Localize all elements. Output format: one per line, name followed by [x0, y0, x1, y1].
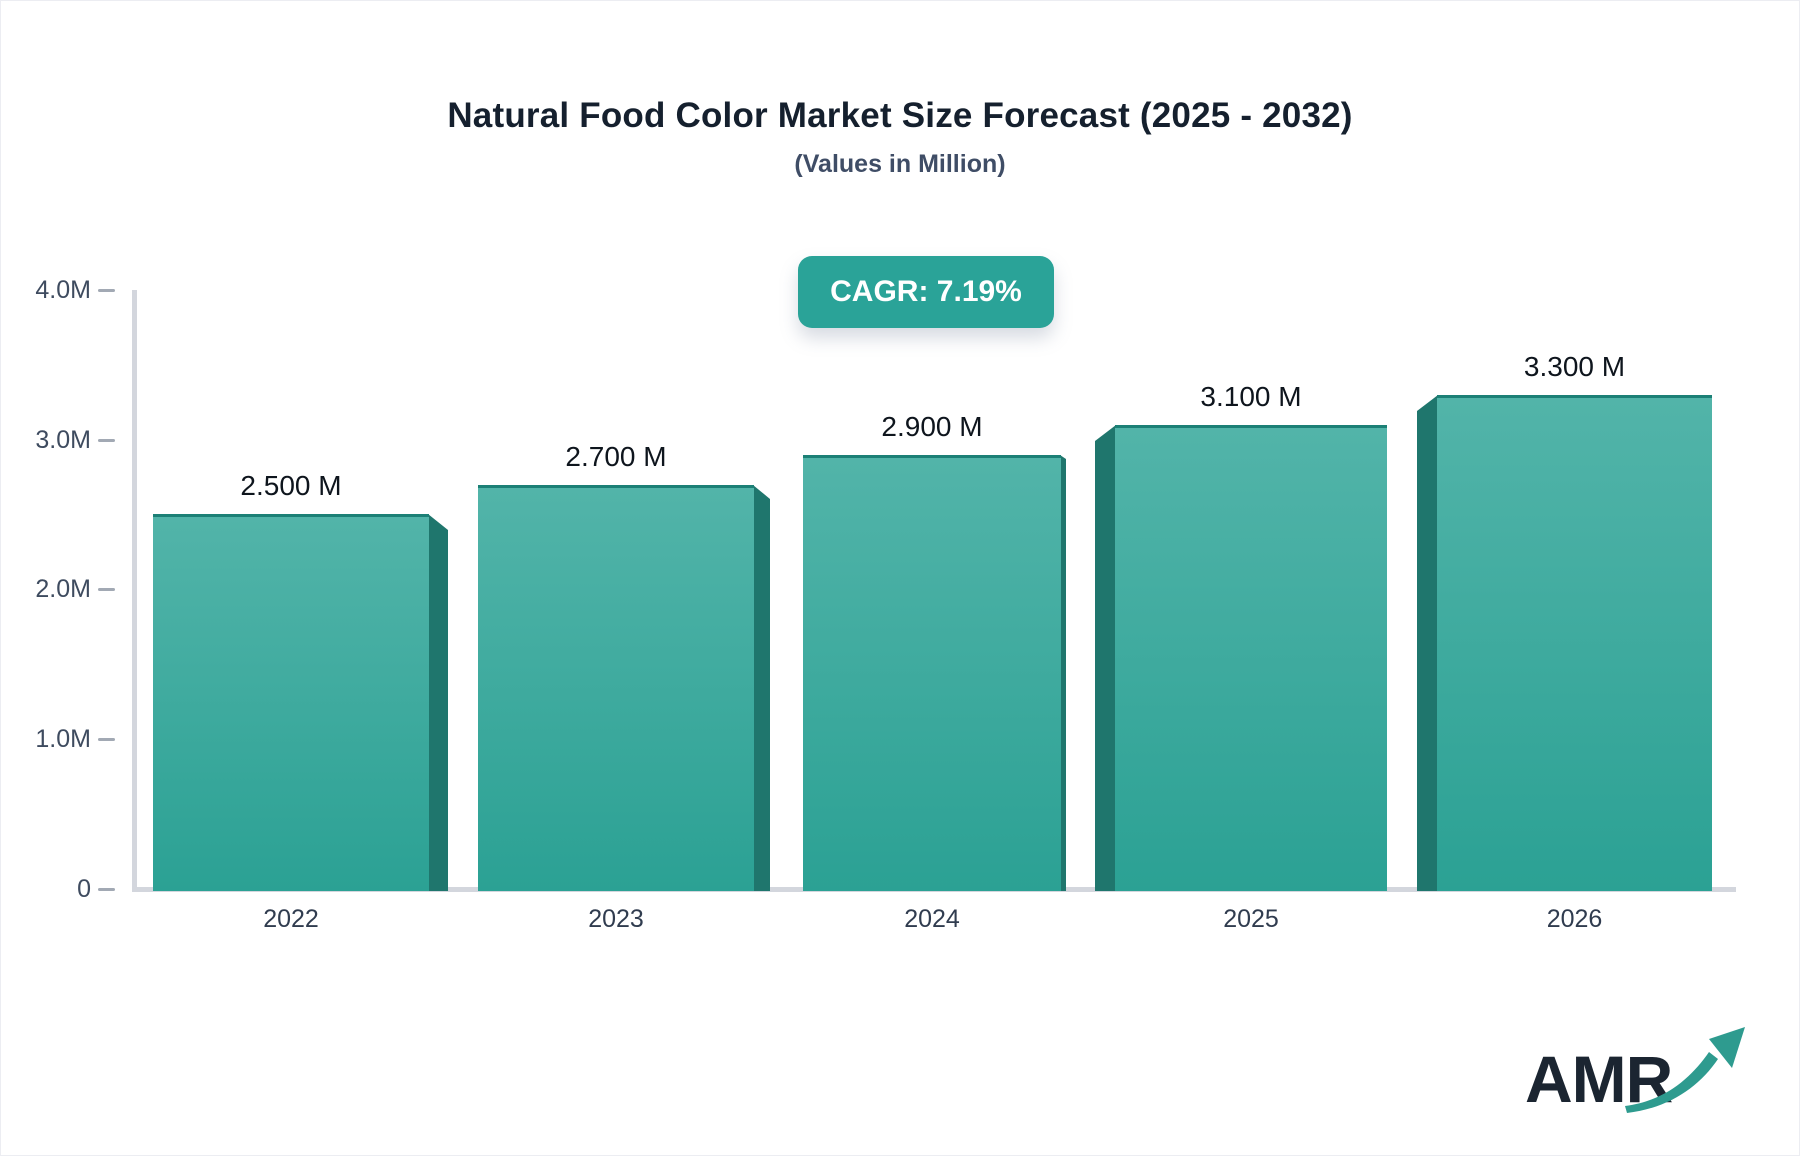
y-tick-label: 2.0M	[35, 575, 91, 604]
bar-2025	[1115, 425, 1387, 891]
y-tick-mark	[98, 738, 115, 742]
bar-2022	[153, 514, 429, 891]
x-tick-label: 2024	[904, 905, 960, 933]
bar-value-label: 3.100 M	[1200, 381, 1302, 412]
y-tick-label: 4.0M	[35, 275, 91, 304]
bar-value-label: 2.500 M	[240, 470, 342, 501]
y-tick-label: 0	[77, 875, 91, 903]
bar-value-label: 2.700 M	[565, 441, 667, 472]
cagr-badge-label: CAGR: 7.19%	[830, 275, 1022, 308]
y-tick-mark	[98, 588, 115, 592]
y-tick-label: 1.0M	[35, 725, 91, 754]
bar-value-label: 2.900 M	[881, 411, 983, 442]
y-tick-mark	[98, 288, 115, 292]
bar-3d-side	[753, 485, 770, 891]
x-tick-label: 2025	[1223, 905, 1279, 933]
bar-3d-side	[1095, 425, 1116, 891]
bar-value-label: 3.300 M	[1523, 351, 1626, 382]
chart-title: Natural Food Color Market Size Forecast …	[447, 96, 1353, 135]
y-axis-line	[132, 290, 137, 891]
bar-2026	[1437, 395, 1712, 891]
growth-arrow-icon	[1625, 1027, 1745, 1113]
y-tick-mark	[98, 888, 115, 891]
x-tick-label: 2026	[1546, 905, 1603, 933]
x-tick-label: 2022	[263, 905, 319, 933]
bar-3d-side	[1060, 455, 1066, 891]
x-tick-label: 2023	[588, 905, 644, 933]
bar-2024	[803, 455, 1061, 891]
y-tick-mark	[98, 438, 115, 442]
cagr-badge: CAGR: 7.19%	[798, 256, 1054, 328]
bar-3d-side	[428, 514, 448, 891]
amr-logo: AMR	[1525, 1023, 1761, 1127]
y-tick-label: 3.0M	[35, 425, 91, 454]
chart-subtitle: (Values in Million)	[794, 150, 1006, 178]
bar-3d-side	[1417, 395, 1438, 891]
bar-2023	[478, 485, 754, 891]
